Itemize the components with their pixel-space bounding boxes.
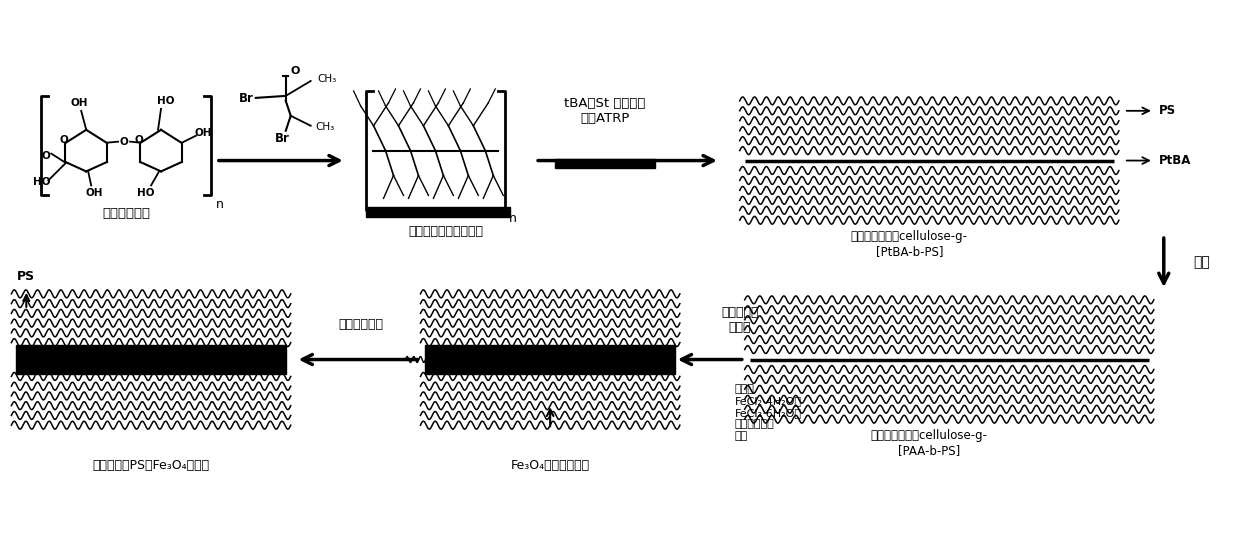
Text: 晶体原位生长: 晶体原位生长 [339,318,383,331]
Text: PS: PS [1159,104,1176,117]
Text: HO: HO [138,188,155,198]
Text: tBA和St 二单体的
联系ATRP: tBA和St 二单体的 联系ATRP [564,97,646,125]
Text: 纤维素大分子基引发剂: 纤维素大分子基引发剂 [408,225,482,238]
Bar [366,208,510,217]
Text: HO: HO [157,96,175,106]
Text: PtBA: PtBA [1159,154,1192,167]
Text: Br: Br [275,132,290,145]
Bar [425,345,675,374]
Text: Br: Br [238,93,253,105]
Text: O: O [60,135,68,145]
Text: O: O [42,150,51,160]
Text: O: O [290,66,300,76]
Text: O: O [120,136,129,147]
Text: 纤维素大分子: 纤维素大分子 [102,208,150,220]
Text: CH₃: CH₃ [316,122,335,132]
Text: O: O [135,135,144,145]
Bar [16,345,285,374]
Text: HO: HO [32,178,50,187]
Text: OH: OH [195,128,212,137]
Text: n: n [216,198,223,211]
Text: Fe₃O₄前驱体化合物: Fe₃O₄前驱体化合物 [511,459,590,472]
Text: n: n [510,212,517,225]
Text: 刷状模板共聚物cellulose-g-
[PAA-b-PS]: 刷状模板共聚物cellulose-g- [PAA-b-PS] [870,429,988,457]
Text: 化合物
FeCl₂·4H₂O和
FeCl₃·6H₂O为
前驱体化合物
体系: 化合物 FeCl₂·4H₂O和 FeCl₃·6H₂O为 前驱体化合物 体系 [735,384,802,441]
Text: 表面覆盖有PS的Fe₃O₄纳米棒: 表面覆盖有PS的Fe₃O₄纳米棒 [93,459,210,472]
Text: 加入前驱体
化合物: 加入前驱体 化合物 [720,305,759,334]
Text: 刷状嵌段聚合物cellulose-g-
[PtBA-b-PS]: 刷状嵌段聚合物cellulose-g- [PtBA-b-PS] [851,230,968,258]
Bar [556,158,655,167]
Text: CH₃: CH₃ [317,74,337,84]
Text: OH: OH [71,98,88,108]
Text: 水解: 水解 [1194,255,1210,269]
Text: OH: OH [86,188,103,198]
Text: PS: PS [17,270,36,283]
